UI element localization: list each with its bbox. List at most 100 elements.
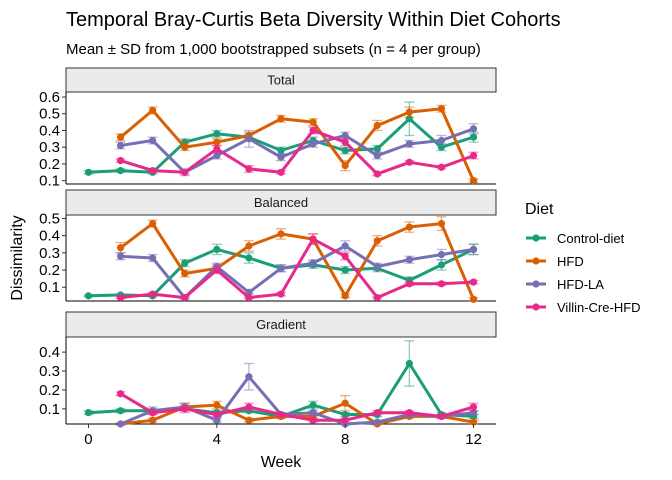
facet-strip: [65, 189, 497, 216]
data-point: [405, 280, 413, 288]
data-point: [84, 409, 93, 417]
x-tick-label: 8: [341, 431, 349, 448]
data-point: [469, 177, 478, 185]
series-line: [119, 222, 475, 300]
data-point: [181, 405, 189, 413]
data-point: [277, 168, 285, 176]
data-point: [373, 293, 381, 302]
data-point: [341, 242, 349, 250]
series-line: [119, 107, 475, 182]
facet-strip-label: Gradient: [256, 317, 306, 332]
data-point: [116, 252, 125, 260]
data-point: [245, 165, 253, 173]
data-point: [469, 151, 478, 160]
data-point: [213, 245, 221, 253]
data-point: [341, 252, 349, 260]
y-axis-label: Dissimilarity: [9, 215, 26, 300]
data-point: [277, 115, 285, 123]
data-point: [245, 135, 253, 143]
data-point: [341, 162, 349, 170]
data-point: [149, 106, 157, 114]
legend-key-point: [532, 303, 540, 311]
data-point: [437, 220, 446, 228]
y-tick-label: 0.1: [39, 173, 60, 190]
facet-panels: Total0.10.20.30.40.50.6Balanced0.10.20.3…: [39, 67, 497, 428]
facet-strip-label: Balanced: [254, 195, 308, 210]
data-point: [405, 359, 413, 368]
data-point: [341, 146, 349, 155]
series-villin-cre-hfd: [115, 126, 479, 178]
data-point: [149, 167, 157, 175]
data-point: [373, 418, 381, 426]
x-tick-label: 12: [465, 431, 482, 448]
data-point: [213, 151, 221, 160]
data-point: [373, 121, 381, 130]
y-tick-label: 0.5: [39, 106, 60, 123]
y-tick-label: 0.3: [39, 245, 60, 262]
data-point: [116, 390, 125, 398]
data-point: [437, 261, 446, 269]
data-point: [116, 420, 125, 428]
data-point: [116, 133, 125, 141]
x-axis-label: Week: [261, 454, 303, 471]
data-point: [437, 163, 446, 171]
data-point: [213, 130, 221, 138]
data-point: [309, 259, 317, 267]
data-point: [84, 292, 93, 300]
legend-key-point: [532, 280, 540, 288]
panel-total: Total 0.10.20.30.40.50.6: [39, 67, 497, 190]
data-point: [341, 131, 349, 140]
series-line: [120, 129, 475, 176]
series-hfd: [115, 216, 479, 303]
data-point: [245, 416, 253, 424]
data-point: [116, 244, 125, 252]
data-point: [469, 278, 478, 286]
legend-key-point: [532, 257, 540, 265]
data-point: [469, 295, 478, 303]
facet-strip-label: Total: [267, 73, 295, 88]
series-line: [120, 237, 474, 300]
data-point: [309, 126, 317, 135]
data-point: [341, 399, 349, 407]
data-point: [149, 254, 157, 262]
legend-label: HFD: [557, 254, 584, 269]
data-point: [405, 409, 413, 417]
data-point: [213, 416, 221, 424]
data-point: [277, 146, 285, 155]
y-tick-label: 0.1: [39, 401, 60, 418]
data-point: [405, 256, 413, 264]
data-point: [277, 264, 285, 272]
data-point: [84, 168, 93, 176]
data-point: [437, 280, 446, 288]
y-tick-label: 0.3: [39, 139, 60, 156]
data-point: [405, 108, 413, 116]
data-point: [277, 153, 285, 161]
data-point: [405, 158, 413, 166]
data-point: [373, 170, 381, 178]
data-point: [116, 167, 125, 175]
chart-subtitle: Mean ± SD from 1,000 bootstrapped subset…: [66, 41, 481, 58]
y-tick-label: 0.2: [39, 262, 60, 279]
data-point: [213, 266, 221, 274]
data-point: [277, 230, 285, 238]
data-point: [309, 401, 317, 409]
data-point: [341, 292, 349, 300]
y-tick-label: 0.2: [39, 156, 60, 173]
data-point: [405, 140, 413, 148]
x-tick-label: 0: [84, 431, 92, 448]
legend-item-villin-cre-hfd: Villin-Cre-HFD: [526, 300, 641, 315]
data-point: [309, 118, 317, 126]
legend-label: HFD-LA: [557, 277, 604, 292]
y-tick-label: 0.4: [39, 122, 60, 139]
data-point: [245, 242, 253, 250]
data-point: [213, 145, 221, 153]
data-point: [149, 409, 157, 417]
data-point: [341, 416, 349, 424]
data-point: [341, 266, 349, 274]
data-point: [149, 220, 157, 228]
data-point: [437, 136, 446, 145]
y-tick-label: 0.3: [39, 363, 60, 380]
data-point: [213, 138, 221, 146]
